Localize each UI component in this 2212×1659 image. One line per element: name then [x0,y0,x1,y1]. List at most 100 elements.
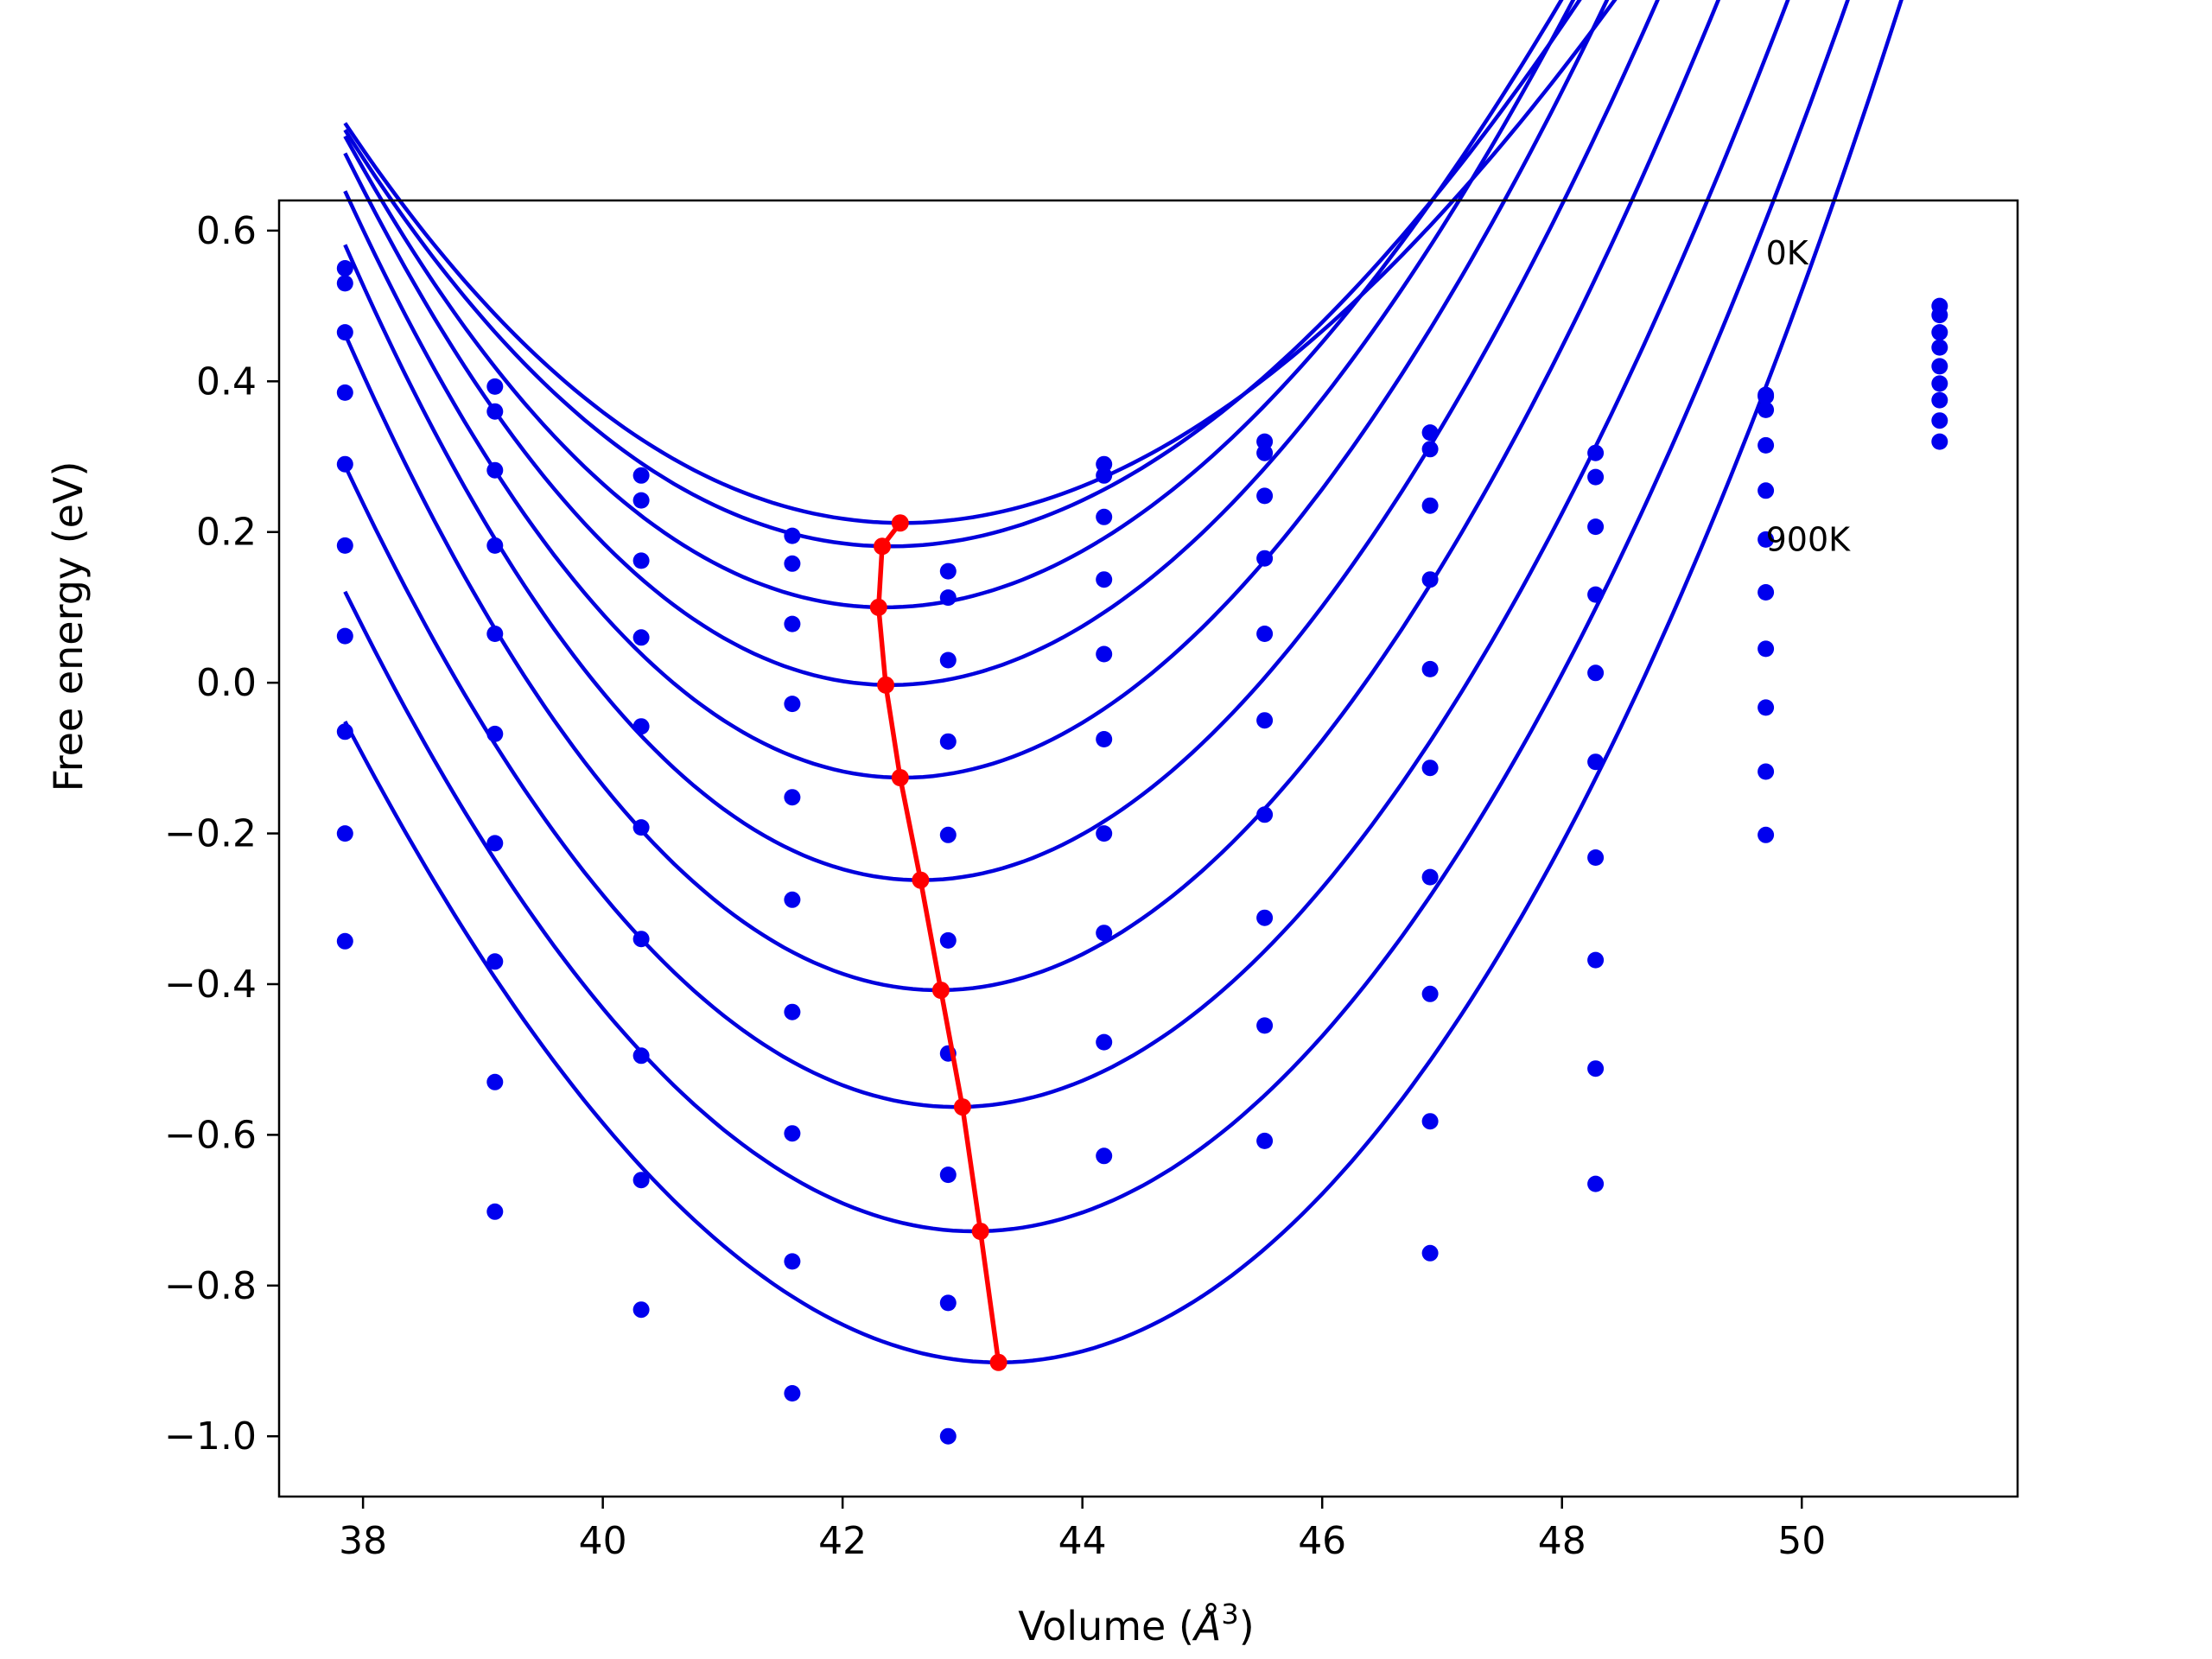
data-point [632,931,650,948]
data-point [336,260,353,276]
minimum-point [971,1223,989,1240]
data-point [632,819,650,836]
data-point [1256,626,1274,642]
data-point [1587,586,1605,603]
data-point [486,461,504,479]
data-point [1587,1060,1605,1077]
x-axis-label-unit: Å [1192,1603,1221,1649]
data-point [486,835,504,852]
y-axis-label: Free energy (eV) [45,461,92,792]
fit-curve-6 [343,0,1721,993]
data-point [1256,909,1274,926]
data-point [784,1003,801,1020]
data-point [1931,307,1948,324]
fit-curve-4 [343,0,1610,780]
data-point [784,789,801,806]
plot-frame [277,199,2019,1498]
data-point [336,825,353,842]
data-point [939,589,957,607]
y-tick-label: −0.6 [164,1113,257,1157]
data-point [939,931,957,949]
data-point [784,891,801,908]
data-point [1758,763,1775,780]
data-point [784,527,801,544]
data-point [1421,571,1439,588]
data-point [1421,497,1439,514]
data-point [1096,1147,1113,1165]
data-point [1421,660,1439,677]
data-point [1096,825,1113,842]
y-tick-label: −1.0 [164,1414,257,1459]
minimum-point [877,676,895,694]
fit-curve-5 [343,0,1660,882]
data-point [1758,826,1775,843]
data-point [1758,640,1775,658]
minimum-point [869,598,887,616]
minimum-point [953,1098,971,1116]
data-point [336,932,353,950]
data-point [486,1203,504,1220]
data-point [1096,1033,1113,1051]
data-point [1758,584,1775,601]
minimum-point [912,871,930,889]
data-point [784,555,801,572]
y-tick-label: −0.4 [164,963,257,1007]
x-axis-label-unit-exponent: 3 [1221,1598,1238,1630]
data-point [939,1294,957,1312]
minimum-point [989,1353,1007,1371]
data-point [486,403,504,420]
data-point [1931,433,1948,450]
data-point [1758,386,1775,404]
data-point [1096,925,1113,942]
data-point [939,826,957,843]
minimum-path-line [876,521,1001,1363]
fit-curve-3 [343,0,1576,687]
x-axis-label: Volume (Å3) [1018,1598,1254,1649]
x-tick-label: 42 [818,1519,867,1563]
data-point [486,626,504,642]
data-point [1587,849,1605,866]
data-point [939,652,957,669]
data-point [1758,436,1775,454]
annotation-0k: 0K [1766,234,1809,272]
annotation-900k: 900K [1766,521,1852,559]
y-tick-label: 0.0 [196,661,257,705]
data-point [632,1301,650,1319]
data-point [1931,391,1948,409]
data-point [1421,760,1439,777]
fit-curve-0 [343,0,1618,525]
data-point [1587,1175,1605,1192]
data-point [336,537,353,554]
data-point [336,275,353,292]
x-tick-label: 38 [339,1519,387,1563]
data-point [784,1125,801,1142]
data-point [1758,401,1775,418]
data-point [1096,508,1113,525]
data-point [1758,482,1775,499]
data-point [939,733,957,750]
minimum-point [891,769,909,786]
y-tick-label: 0.6 [196,209,257,253]
data-point [1587,518,1605,536]
data-point [632,492,650,509]
data-point [1096,645,1113,663]
x-tick-label: 50 [1777,1519,1826,1563]
x-axis-label-open: ( [1166,1603,1194,1649]
data-point [336,627,353,645]
data-point [939,1166,957,1184]
data-point [632,1047,650,1065]
x-tick-label: 48 [1538,1519,1586,1563]
data-point [1096,571,1113,588]
data-point [1931,339,1948,356]
data-point [336,723,353,741]
data-point [336,384,353,401]
data-point [632,1172,650,1189]
data-point [1421,985,1439,1002]
data-point [1256,712,1274,729]
data-point [1256,487,1274,505]
data-point [1931,324,1948,341]
x-tick-label: 44 [1058,1519,1107,1563]
data-point [1421,441,1439,458]
data-point [1421,1244,1439,1262]
data-point [336,455,353,473]
